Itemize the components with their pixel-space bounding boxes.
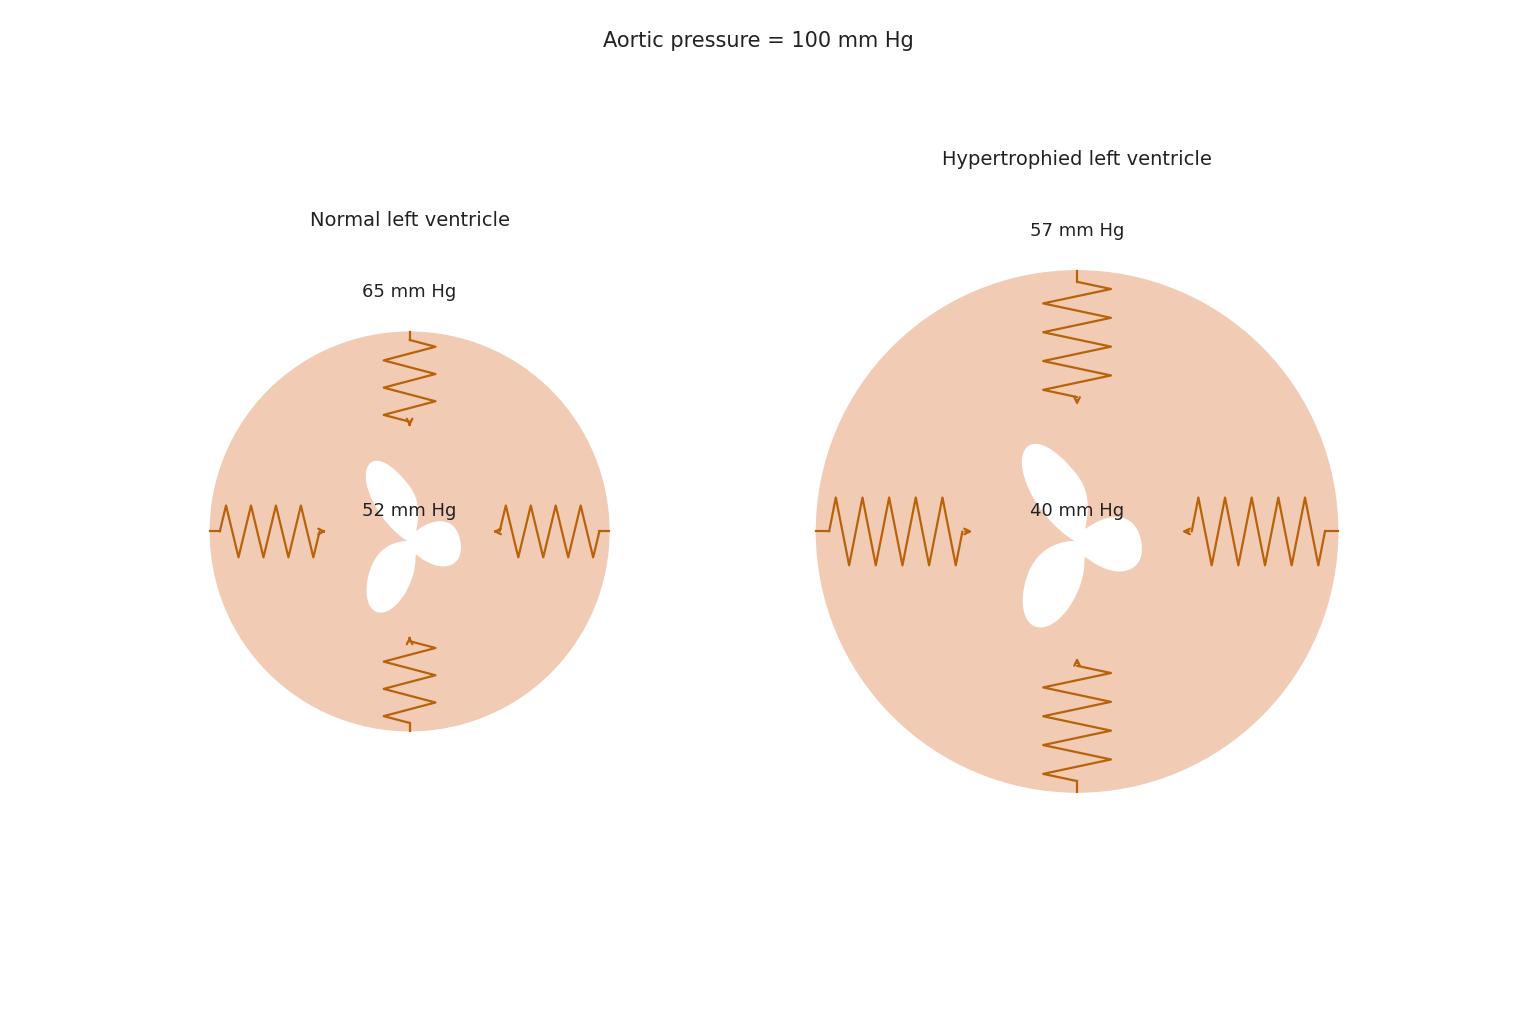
- Text: Hypertrophied left ventricle: Hypertrophied left ventricle: [942, 149, 1212, 169]
- Circle shape: [211, 332, 608, 731]
- Text: 52 mm Hg: 52 mm Hg: [363, 502, 457, 520]
- Text: 57 mm Hg: 57 mm Hg: [1030, 222, 1124, 240]
- Text: Aortic pressure = 100 mm Hg: Aortic pressure = 100 mm Hg: [604, 31, 913, 51]
- Text: 40 mm Hg: 40 mm Hg: [1030, 502, 1124, 520]
- Polygon shape: [367, 462, 460, 612]
- Circle shape: [816, 271, 1338, 792]
- Text: 65 mm Hg: 65 mm Hg: [363, 283, 457, 301]
- Polygon shape: [1022, 445, 1141, 626]
- Text: Normal left ventricle: Normal left ventricle: [309, 211, 510, 230]
